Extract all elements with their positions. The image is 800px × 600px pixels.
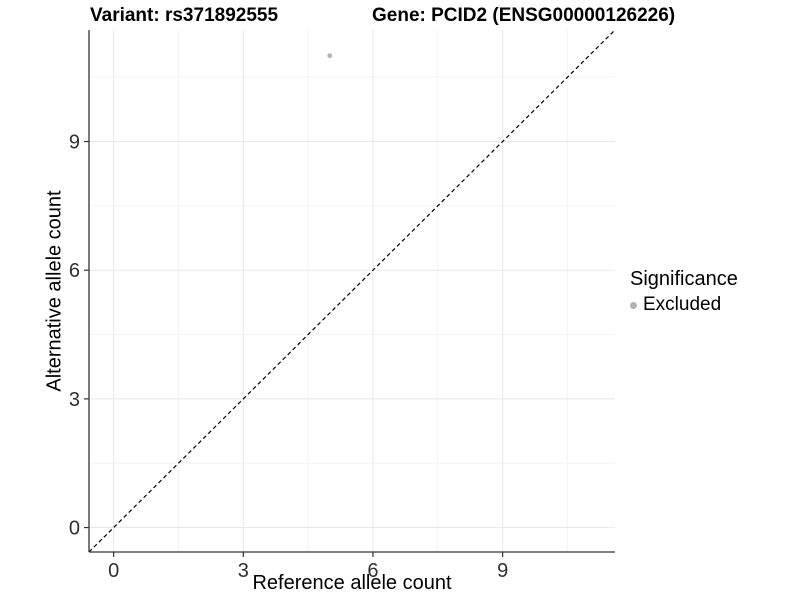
excluded-dot-icon	[630, 301, 637, 309]
legend-entry-label: Excluded	[643, 294, 722, 315]
identity-reference-line	[88, 29, 616, 553]
x-tick-label: 3	[238, 560, 249, 582]
x-tick-label: 9	[497, 560, 508, 582]
data-point	[327, 53, 333, 59]
y-tick-label: 3	[69, 389, 80, 411]
legend: Significance Excluded	[630, 268, 738, 316]
y-tick-label: 6	[69, 260, 80, 282]
y-axis-title: Alternative allele count	[43, 190, 66, 392]
legend-entry: Excluded	[630, 294, 738, 316]
variant-title: Variant: rs371892555	[90, 5, 279, 26]
x-tick-label: 6	[367, 560, 378, 582]
x-tick-label: 0	[108, 560, 119, 582]
gene-title: Gene: PCID2 (ENSG00000126226)	[372, 5, 676, 26]
y-tick-label: 9	[69, 132, 80, 154]
legend-title: Significance	[630, 268, 738, 290]
x-axis-title: Reference allele count	[252, 572, 452, 594]
y-tick-label: 0	[69, 518, 80, 540]
